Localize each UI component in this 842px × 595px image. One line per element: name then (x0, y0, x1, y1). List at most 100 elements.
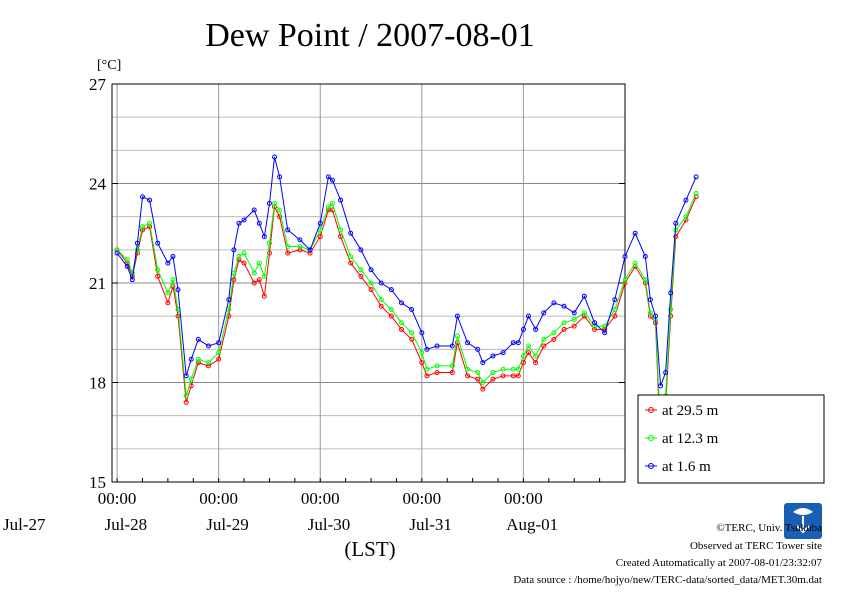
data-point (348, 230, 354, 236)
data-point (183, 373, 189, 379)
data-point (490, 353, 496, 359)
data-point (272, 154, 278, 160)
data-point (683, 214, 689, 220)
data-point (251, 280, 257, 286)
data-point (307, 250, 313, 256)
data-point (307, 247, 313, 253)
data-point (378, 297, 384, 303)
data-point (663, 370, 669, 376)
data-point (500, 366, 506, 372)
data-point (251, 270, 257, 276)
data-point (592, 320, 598, 326)
data-point (520, 360, 526, 366)
data-point (434, 363, 440, 369)
data-point (388, 287, 394, 293)
data-point (155, 267, 161, 273)
data-point (155, 240, 161, 246)
y-tick-label: 15 (89, 473, 106, 492)
data-point (378, 280, 384, 286)
data-point (424, 366, 430, 372)
data-point (510, 373, 516, 379)
data-point (515, 366, 521, 372)
data-point (165, 260, 171, 266)
data-point (277, 214, 283, 220)
y-axis: 15 18 21 24 27 (89, 75, 625, 492)
data-point (139, 194, 145, 200)
data-point (454, 313, 460, 319)
data-point (378, 303, 384, 309)
data-point (285, 250, 291, 256)
data-point (188, 356, 194, 362)
data-point (236, 220, 242, 226)
data-point (561, 320, 567, 326)
series-layer (114, 154, 699, 452)
data-point (261, 293, 267, 299)
data-point (325, 174, 331, 180)
data-point (216, 340, 222, 346)
data-point (510, 340, 516, 346)
data-point (561, 303, 567, 309)
credit-created: Created Automatically at 2007-08-01/23:3… (616, 557, 823, 569)
data-point (561, 326, 567, 332)
terc-logo (784, 503, 822, 539)
data-point (480, 386, 486, 392)
data-point (241, 260, 247, 266)
data-point (368, 267, 374, 273)
data-point (266, 240, 272, 246)
data-point (434, 370, 440, 376)
legend-item: at 29.5 m (645, 403, 719, 419)
data-point (571, 323, 577, 329)
y-axis-unit: [°C] (97, 58, 121, 73)
data-point (480, 360, 486, 366)
data-point (216, 350, 222, 356)
grid (112, 84, 625, 482)
data-point (409, 336, 415, 342)
data-point (581, 293, 587, 299)
data-point (147, 197, 153, 203)
series-line (116, 156, 697, 386)
data-point (693, 174, 699, 180)
data-point (129, 277, 135, 283)
data-point (338, 197, 344, 203)
x-axis: 00:00 00:00 00:00 00:00 00:00 Jul-27 Jul-28 Jul… (3, 478, 626, 534)
date-label: Jul-29 (206, 515, 249, 534)
data-point (165, 300, 171, 306)
credit-source: Data source : /home/hojyo/new/TERC-data/… (513, 574, 822, 586)
data-point (195, 356, 201, 362)
credit-site: Observed at TERC Tower site (690, 540, 822, 552)
series-line (116, 193, 697, 433)
data-point (612, 297, 618, 303)
data-point (358, 267, 364, 273)
data-point (124, 257, 130, 263)
data-point (571, 310, 577, 316)
data-point (602, 330, 608, 336)
data-point (520, 326, 526, 332)
data-point (329, 177, 335, 183)
data-point (642, 277, 648, 283)
data-point (475, 376, 481, 382)
data-point (266, 200, 272, 206)
data-point (134, 247, 140, 253)
data-point (668, 290, 674, 296)
series-1 (114, 190, 699, 435)
data-point (541, 310, 547, 316)
data-point (114, 247, 120, 253)
data-point (368, 280, 374, 286)
data-point (551, 300, 557, 306)
data-point (256, 277, 262, 283)
x-tick-label: 00:00 (301, 489, 340, 508)
data-point (216, 356, 222, 362)
data-point (129, 270, 135, 276)
data-point (170, 253, 176, 259)
data-point (338, 227, 344, 233)
data-point (424, 373, 430, 379)
data-point (515, 340, 521, 346)
series-line (116, 196, 697, 449)
data-point (226, 297, 232, 303)
data-point (317, 227, 323, 233)
data-point (658, 383, 664, 389)
data-point (183, 393, 189, 399)
data-point (241, 250, 247, 256)
data-point (592, 323, 598, 329)
